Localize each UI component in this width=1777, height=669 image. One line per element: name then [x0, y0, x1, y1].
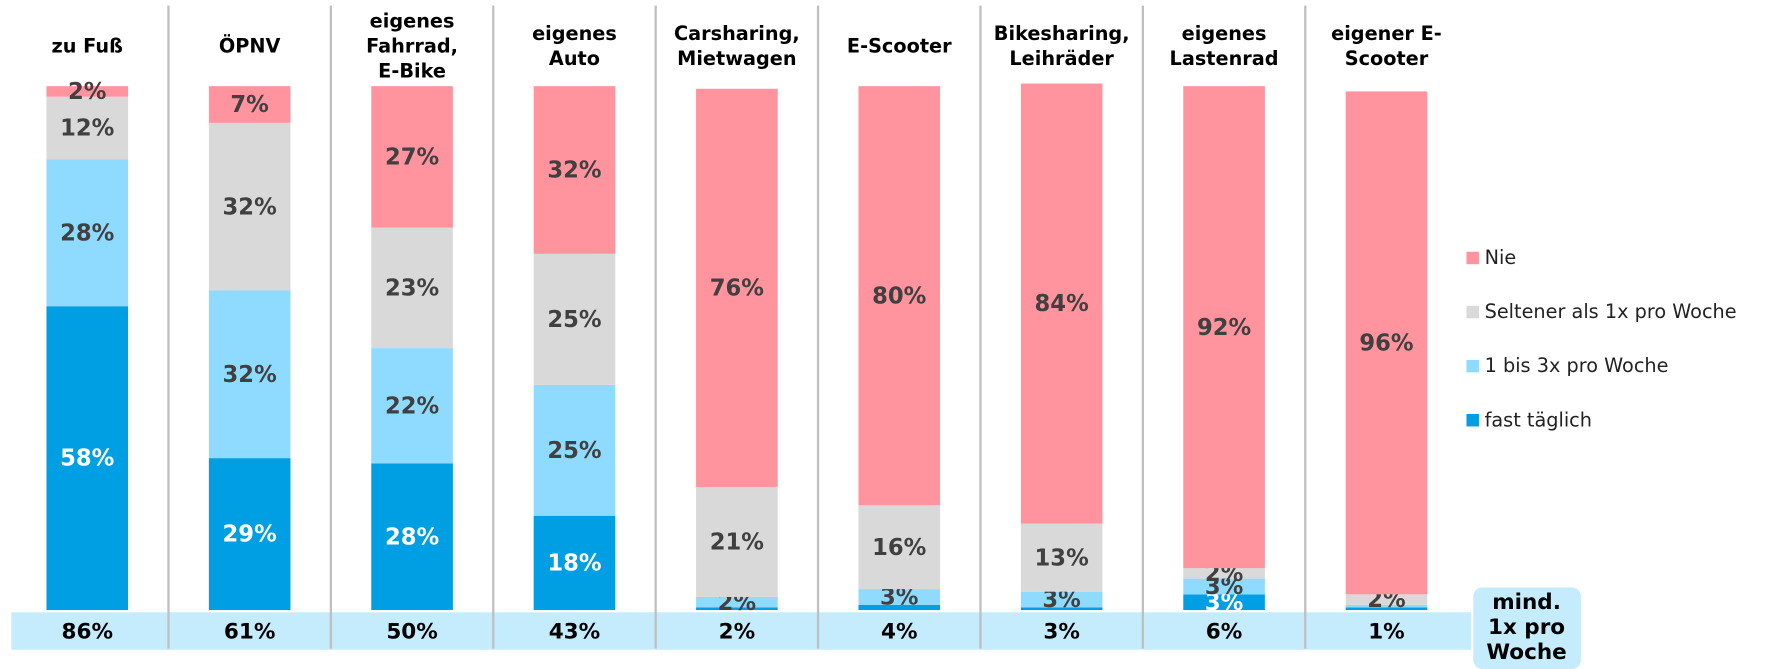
category-label: eigenes Auto: [532, 22, 617, 70]
bar-segment: [208, 122, 291, 291]
bar-segment: [858, 505, 941, 590]
bar-segment: [696, 596, 778, 608]
total-value: 43%: [549, 620, 600, 645]
bar-segment: [371, 86, 453, 228]
category-label: E-Scooter: [847, 34, 952, 57]
legend-label: 1 bis 3x pro Woche: [1485, 354, 1669, 377]
total-value: 1%: [1368, 620, 1405, 645]
data-label: 92%: [1197, 315, 1251, 341]
bar-segment: [1020, 607, 1103, 611]
legend-swatch: [1466, 413, 1479, 427]
bar-segment: [46, 159, 129, 307]
bar-segment: [1345, 91, 1428, 595]
bar-segment: [858, 86, 941, 506]
bar-segment: [46, 96, 129, 160]
legend-label: Seltener als 1x pro Woche: [1485, 300, 1737, 323]
data-label: 84%: [1035, 291, 1089, 317]
total-value: 2%: [719, 620, 756, 645]
data-label: 76%: [710, 275, 764, 301]
data-label: 22%: [385, 393, 439, 419]
category-label: Carsharing, Mietwagen: [674, 22, 800, 70]
bar-segment: [1345, 594, 1428, 605]
data-label: 32%: [223, 194, 277, 220]
total-value: 4%: [881, 620, 918, 645]
data-label: 28%: [385, 524, 439, 550]
bar-segment: [1345, 607, 1428, 611]
bar-segment: [46, 306, 129, 611]
bar-segment: [1020, 83, 1103, 524]
bar-segment: [371, 348, 453, 464]
legend-swatch: [1466, 305, 1479, 319]
bar-segment: [533, 515, 616, 611]
bar-segment: [371, 463, 453, 611]
legend-swatch: [1466, 251, 1479, 265]
total-value: 6%: [1206, 620, 1243, 645]
bar-segment: [1183, 578, 1265, 595]
bar-segment: [208, 86, 291, 123]
bar-segment: [533, 384, 616, 516]
data-label: 96%: [1359, 330, 1413, 356]
category-label: zu Fuß: [52, 34, 124, 57]
bar-segment: [1183, 594, 1265, 611]
bar-segment: [208, 458, 291, 611]
totals-label: mind. 1x pro Woche: [1486, 590, 1566, 665]
bar-segment: [1183, 568, 1265, 579]
bar-segment: [696, 607, 778, 611]
bar-segment: [858, 589, 941, 605]
bar-segment: [696, 88, 778, 487]
legend-swatch: [1466, 359, 1479, 373]
category-label: eigenes Fahrrad, E-Bike: [366, 9, 458, 82]
data-label: 18%: [547, 551, 601, 577]
total-value: 3%: [1043, 620, 1080, 645]
category-label: ÖPNV: [219, 33, 281, 57]
data-label: 23%: [385, 275, 439, 301]
data-label: 21%: [710, 530, 764, 556]
totals-band: [11, 612, 1472, 650]
data-label: 32%: [223, 362, 277, 388]
bar-segment: [371, 227, 453, 349]
bar-segment: [208, 290, 291, 459]
data-label: 29%: [223, 522, 277, 548]
category-label: eigener E-Scooter: [1331, 22, 1442, 70]
bar-segment: [1183, 86, 1265, 569]
data-label: 2%: [68, 79, 106, 105]
bar-segment: [46, 86, 129, 97]
bar-segment: [533, 253, 616, 385]
totals-label-box: [1473, 587, 1581, 669]
data-label: 16%: [872, 535, 926, 561]
bar-segment: [533, 86, 616, 254]
data-label: 13%: [1035, 545, 1089, 571]
bar-segment: [1020, 523, 1103, 592]
data-label: 12%: [60, 116, 114, 142]
data-label: 28%: [60, 220, 114, 246]
bar-segment: [1345, 604, 1428, 608]
legend-label: Nie: [1485, 246, 1517, 269]
bar-segment: [1020, 591, 1103, 608]
bar-segment: [858, 604, 941, 611]
total-value: 50%: [386, 620, 437, 645]
data-label: 32%: [547, 158, 601, 184]
data-label: 80%: [872, 283, 926, 309]
data-label: 58%: [60, 446, 114, 472]
data-label: 27%: [385, 145, 439, 171]
legend-label: fast täglich: [1485, 408, 1592, 431]
category-label: Bikesharing, Leihräder: [994, 22, 1130, 70]
data-label: 25%: [547, 307, 601, 333]
data-label: 25%: [547, 438, 601, 464]
category-label: eigenes Lastenrad: [1170, 22, 1279, 70]
total-value: 61%: [224, 620, 275, 645]
total-value: 86%: [62, 620, 113, 645]
bar-segment: [696, 486, 778, 597]
data-label: 7%: [230, 92, 268, 118]
